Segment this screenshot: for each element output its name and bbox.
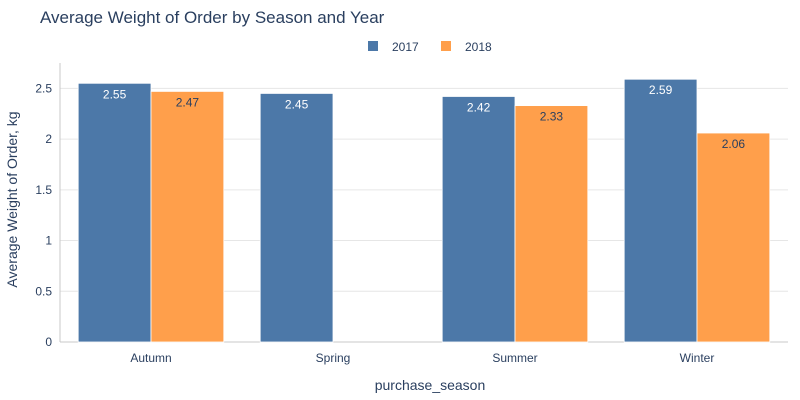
y-tick-label: 2 [45,132,52,146]
data-label: 2.33 [540,110,564,124]
x-tick-label: Spring [316,351,351,365]
data-label: 2.59 [649,83,673,97]
legend-label-2018[interactable]: 2018 [465,40,492,54]
bar-summer-2017[interactable] [441,96,516,343]
bar-winter-2018[interactable] [696,132,771,343]
data-label: 2.45 [285,97,309,111]
data-label: 2.47 [176,95,200,109]
legend: 2017 2018 [368,40,492,54]
bar-summer-2018[interactable] [514,105,589,343]
bar-spring-2017[interactable] [259,93,334,343]
y-tick-label: 0 [45,335,52,349]
y-tick-label: 0.5 [35,284,52,298]
bar-winter-2017[interactable] [623,78,698,343]
data-label: 2.42 [467,100,491,114]
bar-autumn-2017[interactable] [77,82,152,343]
y-tick-label: 1 [45,234,52,248]
y-tick-label: 1.5 [35,183,52,197]
x-tick-label: Summer [492,351,537,365]
legend-swatch-2018[interactable] [441,41,451,51]
x-tick-label: Autumn [130,351,171,365]
y-axis-title: Average Weight of Order, kg [4,111,20,287]
data-label: 2.06 [722,137,746,151]
x-tick-label: Winter [680,351,715,365]
y-tick-label: 2.5 [35,81,52,95]
bar-autumn-2018[interactable] [150,91,225,343]
legend-swatch-2017[interactable] [368,41,378,51]
x-axis-title: purchase_season [375,377,486,393]
data-label: 2.55 [103,87,127,101]
chart-title: Average Weight of Order by Season and Ye… [40,8,385,27]
legend-label-2017[interactable]: 2017 [392,40,419,54]
